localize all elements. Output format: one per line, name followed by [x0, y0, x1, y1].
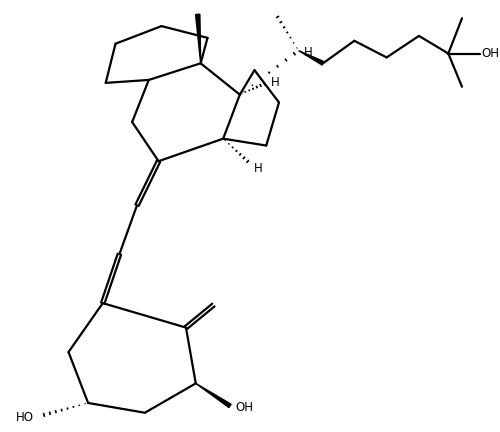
Polygon shape [298, 51, 324, 65]
Polygon shape [196, 14, 200, 64]
Polygon shape [196, 383, 231, 407]
Text: H: H [271, 76, 280, 89]
Text: OH: OH [482, 47, 500, 60]
Text: OH: OH [235, 401, 253, 414]
Text: H: H [304, 46, 312, 59]
Text: H: H [254, 162, 262, 175]
Text: HO: HO [16, 411, 34, 424]
